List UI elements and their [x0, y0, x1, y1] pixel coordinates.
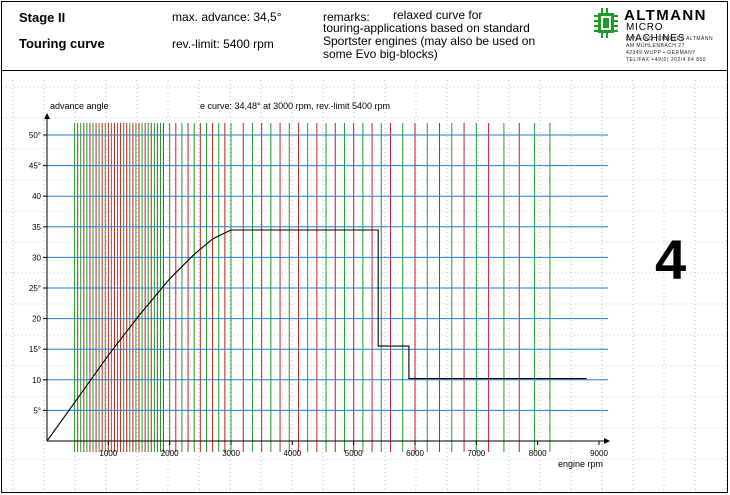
max-advance-text: max. advance: 34,5°	[172, 10, 282, 24]
x-axis-arrow-icon	[604, 438, 610, 444]
y-tick-label: 40	[32, 192, 41, 201]
y-tick-label: 30	[32, 253, 41, 262]
x-axis-label: engine rpm	[558, 459, 603, 469]
remarks-label: remarks:	[323, 10, 370, 24]
x-tick-label: 7000	[467, 449, 485, 458]
y-tick-label: 25°	[29, 284, 41, 293]
y-tick-label: 15°	[29, 345, 41, 354]
logo-subtitle: MICRO MACHINES	[626, 22, 686, 44]
logo-address-line: AM MÜHLENBACH 27	[626, 43, 685, 49]
x-tick-label: 9000	[590, 449, 608, 458]
logo-name: ALTMANN	[624, 7, 707, 24]
x-tick-label: 6000	[406, 449, 424, 458]
logo-address-line: 42349 WUPP • GERMANY	[626, 50, 697, 56]
y-axis-label: advance angle	[50, 101, 109, 111]
y-tick-label: 20	[32, 315, 41, 324]
chart-title: e curve: 34,48° at 3000 rpm, rev.-limit …	[200, 101, 390, 111]
x-tick-label: 5000	[345, 449, 363, 458]
advance-curve	[46, 229, 587, 442]
remarks-line: relaxed curve for	[393, 8, 483, 22]
x-tick-label: 1000	[99, 449, 117, 458]
rev-limit-text: rev.-limit: 5400 rpm	[172, 37, 274, 51]
advance-curve-line	[46, 229, 587, 442]
x-tick-label: 3000	[222, 449, 240, 458]
x-tick-label: 8000	[529, 449, 547, 458]
altmann-logo: ALTMANN MICRO MACHINES DIPL.-ING. CHARLE…	[592, 7, 722, 67]
y-tick-label: 5°	[33, 406, 41, 415]
chip-logo-icon	[594, 8, 618, 38]
tick-labels: 5° 10 15° 20 25° 30 35 40 45° 50° 1000 2000 3000 4000…	[29, 131, 609, 458]
logo-address-line: TEL/FAX +49(0) 202/4 64 850	[626, 57, 707, 63]
angle-grid-lines	[47, 134, 608, 411]
x-tick-label: 2000	[161, 449, 179, 458]
y-tick-label: 35	[32, 223, 41, 232]
remarks-line: touring-applications based on standard	[323, 21, 530, 35]
logo-address-line: DIPL.-ING. CHARLES ALTMANN	[626, 36, 714, 42]
remarks-text: relaxed curve for touring-applications b…	[323, 9, 563, 61]
remarks-line: some Evo big-blocks)	[323, 47, 438, 61]
y-tick-label: 45°	[29, 162, 41, 171]
header-divider	[1, 70, 728, 71]
y-tick-label: 50°	[29, 131, 41, 140]
dotted-background-grid	[2, 80, 727, 492]
y-axis-arrow-icon	[44, 113, 50, 119]
curve-name: Touring curve	[19, 36, 105, 51]
page-number: 4	[655, 228, 687, 291]
axes	[44, 113, 610, 444]
remarks-line: Sportster engines (may also be used on	[323, 34, 536, 48]
x-tick-label: 4000	[283, 449, 301, 458]
stage-label: Stage II	[19, 10, 66, 25]
y-tick-label: 10	[32, 376, 41, 385]
